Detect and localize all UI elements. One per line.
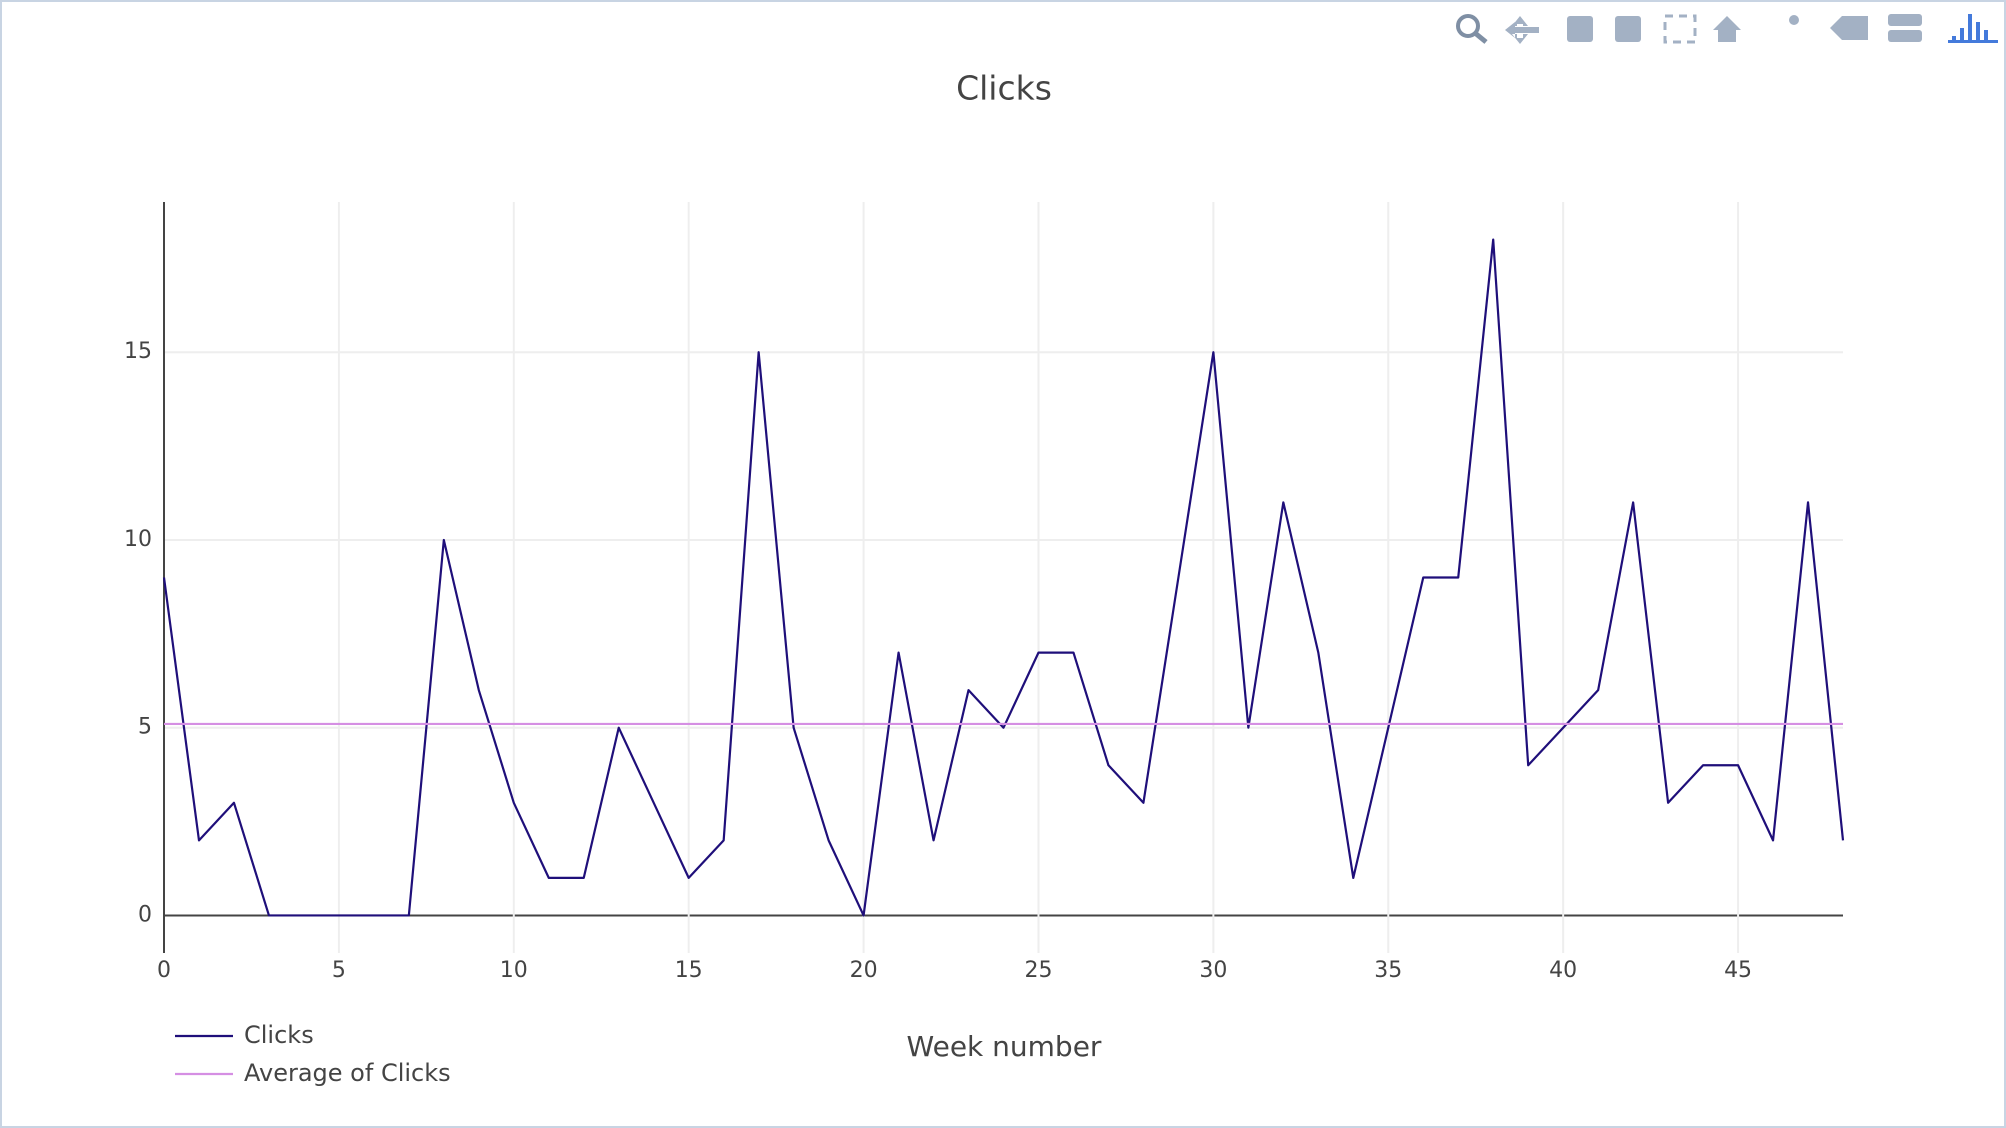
spike-icon[interactable]: [1789, 15, 1799, 25]
home-icon[interactable]: [1713, 16, 1741, 42]
x-tick-label: 45: [1724, 958, 1752, 983]
x-tick-label: 25: [1024, 958, 1052, 983]
zoom-icon-handle: [1473, 31, 1488, 44]
zoom-out-icon[interactable]: [1615, 16, 1641, 42]
legend-label: Average of Clicks: [244, 1059, 451, 1087]
y-tick-label: 15: [124, 339, 152, 364]
legend-label: Clicks: [244, 1021, 314, 1049]
x-tick-label: 35: [1374, 958, 1402, 983]
autoscale-icon[interactable]: [1663, 14, 1697, 44]
chart-title: Clicks: [956, 69, 1052, 108]
y-tick-label: 5: [138, 715, 152, 740]
x-tick-label: 10: [500, 958, 528, 983]
hover-compare-icon-2: [1888, 30, 1922, 42]
y-tick-label: 10: [124, 527, 152, 552]
y-tick-label: 0: [138, 902, 152, 927]
plotly-logo[interactable]: [1948, 14, 1998, 43]
hover-compare-icon[interactable]: [1888, 14, 1922, 26]
pan-icon[interactable]: [1505, 16, 1539, 44]
zoom-icon[interactable]: [1456, 14, 1480, 38]
x-tick-label: 0: [157, 958, 171, 983]
x-tick-label: 20: [850, 958, 878, 983]
series-line: [162, 238, 1845, 917]
x-tick-label: 30: [1199, 958, 1227, 983]
x-tick-label: 5: [332, 958, 346, 983]
x-tick-label: 15: [675, 958, 703, 983]
zoom-in-icon[interactable]: [1567, 16, 1593, 42]
x-axis-title: Week number: [907, 1030, 1102, 1063]
toolbar[interactable]: [1456, 14, 1998, 44]
x-tick-label: 40: [1549, 958, 1577, 983]
hover-closest-icon[interactable]: [1830, 16, 1868, 40]
